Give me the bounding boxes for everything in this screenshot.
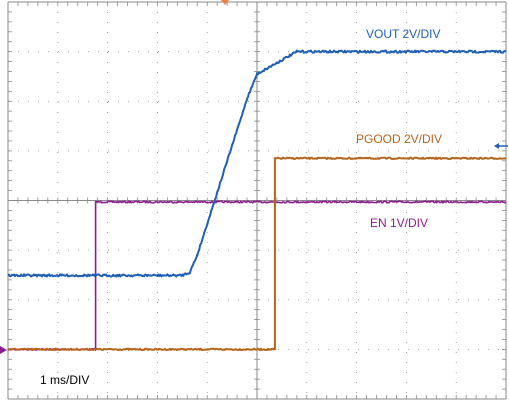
traces: [7, 49, 507, 352]
pgood-level-arrow-icon: [494, 143, 508, 149]
pgood-label: PGOOD 2V/DIV: [356, 132, 442, 146]
vout-trace: [7, 49, 507, 278]
vout-label: VOUT 2V/DIV: [366, 27, 440, 41]
trigger-position-marker: [221, 0, 229, 5]
ground-reference-marker: [0, 346, 7, 354]
en-label: EN 1V/DIV: [370, 216, 428, 230]
timebase-label: 1 ms/DIV: [40, 373, 89, 387]
pgood-trace: [7, 156, 507, 352]
